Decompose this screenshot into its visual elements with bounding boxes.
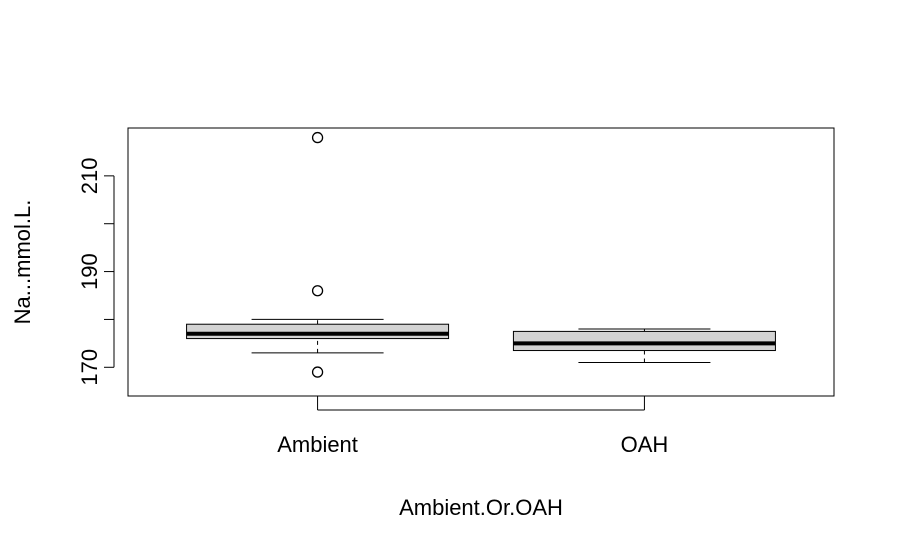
x-tick-label-OAH: OAH (621, 432, 669, 457)
box-OAH (512, 328, 776, 363)
x-axis: Ambient OAH (277, 396, 668, 457)
box-series (186, 131, 776, 378)
box-Ambient (186, 131, 450, 378)
y-tick-label-210: 210 (77, 157, 102, 194)
y-tick-label-190: 190 (77, 253, 102, 290)
y-tick-label-170: 170 (77, 349, 102, 386)
y-axis-label: Na...mmol.L. (10, 200, 35, 325)
x-axis-label: Ambient.Or.OAH (399, 495, 563, 520)
outlier-point (311, 285, 324, 297)
outlier-point (311, 366, 324, 378)
y-axis: 170 190 210 (77, 157, 115, 386)
box-body (186, 323, 450, 340)
outlier-point (311, 131, 324, 144)
x-tick-label-Ambient: Ambient (277, 432, 358, 457)
box-body (512, 330, 776, 352)
plot-frame (127, 127, 835, 397)
